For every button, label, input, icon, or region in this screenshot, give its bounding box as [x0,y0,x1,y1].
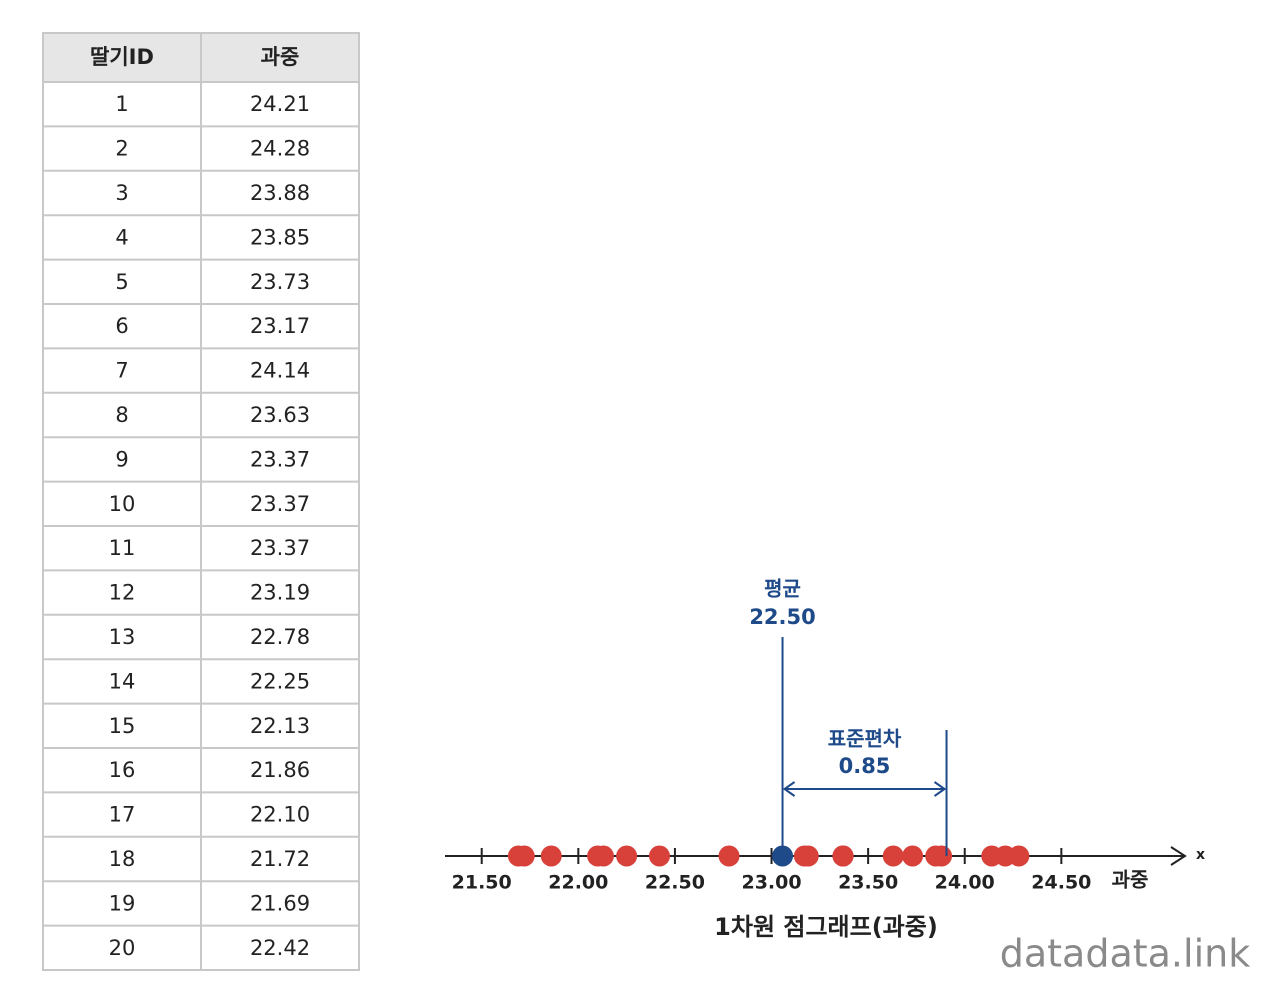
annotation: 0.85 [839,754,891,778]
dot [587,845,609,867]
table-cell: 24.14 [250,359,310,383]
x-tick-label: 22.00 [548,872,608,894]
table-cell: 3 [115,181,128,205]
table-cell: 8 [115,403,128,427]
dot [981,845,1003,867]
dot [1008,845,1030,867]
table-header: 딸기ID [90,45,154,69]
table-cell: 7 [115,359,128,383]
dot [882,845,904,867]
table-cell: 16 [109,758,136,782]
table-cell: 23.85 [250,225,310,249]
table-cell: 13 [109,625,136,649]
table-cell: 11 [109,536,136,560]
x-axis-label: 과중 [1112,868,1149,892]
dot [832,845,854,867]
table-cell: 24.21 [250,92,310,116]
table-cell: 23.63 [250,403,310,427]
table-cell: 18 [109,847,136,871]
table-header: 과중 [261,45,300,69]
x-tick-label: 23.50 [838,872,898,894]
table-cell: 21.86 [250,758,310,782]
dot [718,845,740,867]
table-cell: 24.28 [250,137,310,161]
table-cell: 2 [115,137,128,161]
dot [902,845,924,867]
dot [616,845,638,867]
annotation: 표준편차 [828,727,902,751]
table-cell: 1 [115,92,128,116]
table-cell: 22.42 [250,936,310,960]
watermark: datadata.link [1000,932,1250,976]
x-tick-label: 23.00 [741,872,801,894]
table-cell: 23.73 [250,270,310,294]
table-cell: 22.25 [250,669,310,693]
chart-title: 1차원 점그래프(과중) [714,913,938,941]
x-tick-label: 21.50 [452,872,512,894]
table-cell: 17 [109,803,136,827]
table-cell: 10 [109,492,136,516]
table-cell: 23.37 [250,536,310,560]
x-tick-label: 24.50 [1031,872,1091,894]
table-cell: 5 [115,270,128,294]
table-cell: 23.37 [250,492,310,516]
table-cell: 22.78 [250,625,310,649]
x-tick-label: 22.50 [645,872,705,894]
table-cell: 23.88 [250,181,310,205]
table-cell: 9 [115,447,128,471]
table: 1 24.21 2 24.28 3 23.88 4 23.85 5 23.73 6 23.17 7 24.… [42,32,360,971]
table-cell: 21.72 [250,847,310,871]
dot [648,845,670,867]
axis-symbol: x [1196,847,1205,863]
table-cell: 23.17 [250,314,310,338]
dot [925,845,947,867]
dot [540,845,562,867]
table-cell: 22.10 [250,803,310,827]
table-cell: 22.13 [250,714,310,738]
axis-arrow [1170,846,1187,866]
table-cell: 6 [115,314,128,338]
table-cell: 21.69 [250,891,310,915]
table-cell: 12 [109,581,136,605]
annotation: 평균 [764,577,801,601]
dot [507,845,529,867]
table-cell: 23.37 [250,447,310,471]
table-cell: 20 [109,936,136,960]
table-cell: 4 [115,225,128,249]
arrow-head [782,781,947,797]
table-cell: 23.19 [250,581,310,605]
mean-dot [772,845,794,867]
table-cell: 14 [109,669,136,693]
x-tick-label: 24.00 [935,872,995,894]
annotation: 22.50 [749,605,815,629]
dot [797,845,819,867]
chart: x 21.50 22.00 22.50 23.00 23.50 24.00 24.50 과중 평균… [445,577,1205,894]
table-cell: 19 [109,891,136,915]
table-cell: 15 [109,714,136,738]
